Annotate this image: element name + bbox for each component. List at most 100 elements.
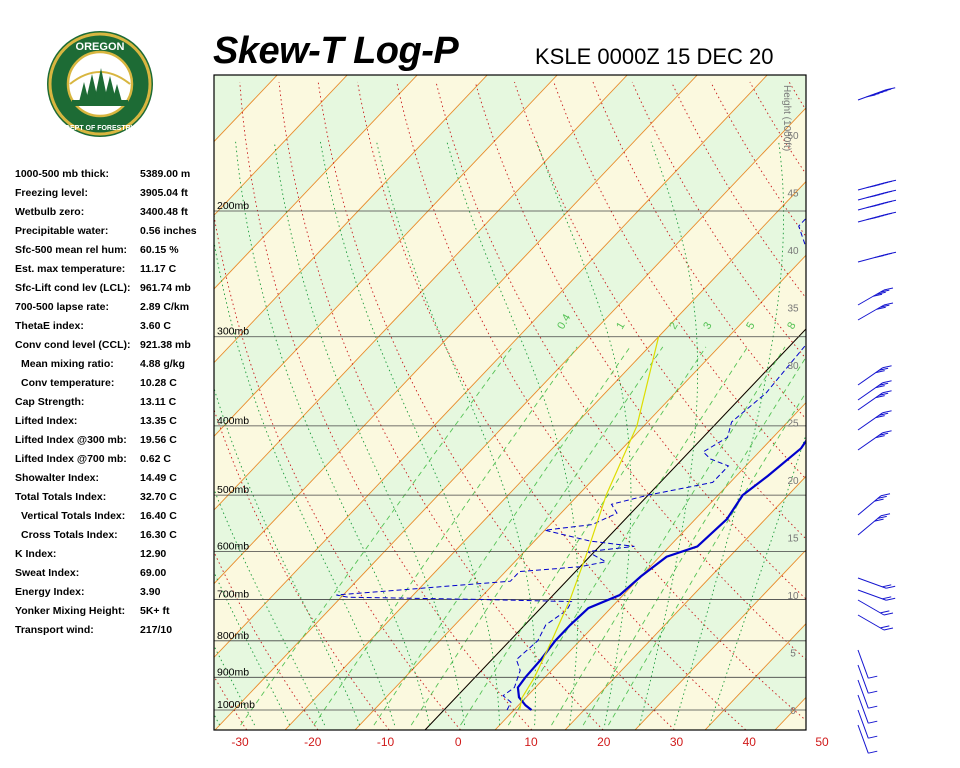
station-time-label: KSLE 0000Z 15 DEC 20 bbox=[535, 44, 774, 69]
height-tick-label: 30 bbox=[787, 361, 799, 372]
mixing-ratio-line bbox=[608, 391, 806, 726]
dry-adiabat bbox=[946, 82, 960, 730]
wind-barb bbox=[857, 724, 878, 754]
index-value: 0.62 C bbox=[140, 453, 171, 465]
index-row: Lifted Index: 13.35 C bbox=[15, 415, 215, 434]
index-value: 10.28 C bbox=[140, 377, 177, 389]
index-value: 32.70 C bbox=[140, 491, 177, 503]
index-value: 69.00 bbox=[140, 567, 167, 579]
index-row: Sfc-500 mean rel hum: 60.15 % bbox=[15, 244, 215, 263]
height-tick-label: 35 bbox=[787, 304, 799, 315]
wind-barb bbox=[857, 390, 892, 411]
index-label: Lifted Index @300 mb: bbox=[15, 434, 127, 446]
wind-barb bbox=[857, 287, 894, 306]
index-row: Sfc-Lift cond lev (LCL): 961.74 mb bbox=[15, 282, 215, 301]
wind-barb bbox=[857, 211, 897, 223]
dry-adiabat bbox=[514, 81, 806, 540]
index-label: Mean mixing ratio: bbox=[21, 358, 114, 370]
index-label: Conv cond level (CCL): bbox=[15, 339, 131, 351]
wind-barb bbox=[857, 179, 897, 191]
index-row: Total Totals Index: 32.70 C bbox=[15, 491, 215, 510]
dry-adiabat bbox=[278, 81, 604, 730]
isotherm-line bbox=[214, 75, 488, 364]
isotherm-line bbox=[0, 75, 137, 730]
index-label: K Index: bbox=[15, 548, 57, 560]
mixing-ratio-line bbox=[410, 346, 664, 726]
index-row: Sweat Index: 69.00 bbox=[15, 567, 215, 586]
index-row: Energy Index: 3.90 bbox=[15, 586, 215, 605]
moist-adiabat bbox=[536, 141, 632, 726]
index-value: 3905.04 ft bbox=[140, 187, 188, 199]
wind-barb bbox=[857, 709, 878, 739]
index-label: Conv temperature: bbox=[21, 377, 115, 389]
index-label: Lifted Index: bbox=[15, 415, 78, 427]
index-label: Est. max temperature: bbox=[15, 263, 126, 275]
index-value: 3400.48 ft bbox=[140, 206, 188, 218]
oregon-forestry-logo: OREGON DEPT OF FORESTRY bbox=[47, 31, 153, 137]
height-tick-label: 20 bbox=[787, 476, 799, 487]
dry-adiabat bbox=[435, 81, 806, 661]
isotherm-line bbox=[214, 75, 558, 437]
index-value: 3.60 C bbox=[140, 320, 171, 332]
dry-adiabat bbox=[553, 81, 806, 480]
wind-barb bbox=[857, 410, 892, 431]
index-label: Sweat Index: bbox=[15, 567, 80, 579]
isotherm-line bbox=[284, 180, 806, 730]
index-label: Total Totals Index: bbox=[15, 491, 107, 503]
mixing-ratio-line bbox=[460, 346, 707, 726]
moist-adiabat bbox=[446, 141, 579, 726]
isotherm-line bbox=[634, 549, 806, 730]
index-row: Transport wind: 217/10 bbox=[15, 624, 215, 643]
index-value: 16.30 C bbox=[140, 529, 177, 541]
index-row: Cap Strength: 13.11 C bbox=[15, 396, 215, 415]
temperature-tick-label: 20 bbox=[597, 735, 611, 749]
index-row: 700-500 lapse rate: 2.89 C/km bbox=[15, 301, 215, 320]
index-row: Precipitable water: 0.56 inches bbox=[15, 225, 215, 244]
isobar-label: 800mb bbox=[217, 630, 249, 642]
mixing-ratio-line bbox=[582, 356, 806, 726]
height-tick-label: 45 bbox=[787, 189, 799, 200]
dry-adiabat bbox=[239, 81, 533, 730]
temperature-tick-label: -10 bbox=[377, 735, 395, 749]
wind-barb bbox=[857, 664, 878, 694]
isotherm-line bbox=[214, 75, 418, 290]
isotherm-line bbox=[214, 75, 768, 659]
mixing-ratio-label: 5 bbox=[744, 320, 757, 331]
wind-barb bbox=[857, 199, 897, 211]
index-label: 1000-500 mb thick: bbox=[15, 168, 109, 180]
index-value: 19.56 C bbox=[140, 434, 177, 446]
index-label: Sfc-Lift cond lev (LCL): bbox=[15, 282, 131, 294]
isotherm-line bbox=[494, 401, 806, 730]
index-row: Conv temperature: 10.28 C bbox=[15, 377, 215, 396]
temperature-tick-label: 50 bbox=[815, 735, 829, 749]
moist-adiabat bbox=[674, 141, 785, 726]
dry-adiabat bbox=[828, 82, 960, 730]
isotherm-line bbox=[0, 75, 67, 730]
moist-adiabat bbox=[214, 713, 220, 726]
index-label: Energy Index: bbox=[15, 586, 85, 598]
index-value: 16.40 C bbox=[140, 510, 177, 522]
wind-barb bbox=[857, 649, 878, 679]
wind-barb bbox=[857, 189, 897, 201]
height-tick-label: 10 bbox=[787, 591, 799, 602]
index-label: Cross Totals Index: bbox=[21, 529, 118, 541]
isotherm-line bbox=[354, 254, 806, 730]
temperature-tick-label: -30 bbox=[231, 735, 249, 749]
index-label: 700-500 lapse rate: bbox=[15, 301, 109, 313]
temperature-profile bbox=[516, 439, 806, 711]
svg-text:OREGON: OREGON bbox=[76, 41, 125, 53]
isobar-label: 300mb bbox=[217, 326, 249, 338]
moist-adiabat bbox=[319, 141, 501, 726]
index-value: 217/10 bbox=[140, 624, 173, 636]
index-label: Freezing level: bbox=[15, 187, 88, 199]
index-row: ThetaE index: 3.60 C bbox=[15, 320, 215, 339]
isotherm-line bbox=[214, 107, 806, 730]
isotherm-band bbox=[214, 75, 806, 730]
index-value: 14.49 C bbox=[140, 472, 177, 484]
index-row: 1000-500 mb thick: 5389.00 m bbox=[15, 168, 215, 187]
chart-title: Skew-T Log-P bbox=[213, 30, 459, 72]
index-row: Lifted Index @700 mb: 0.62 C bbox=[15, 453, 215, 472]
index-row: Showalter Index: 14.49 C bbox=[15, 472, 215, 491]
temperature-tick-label: -20 bbox=[304, 735, 322, 749]
